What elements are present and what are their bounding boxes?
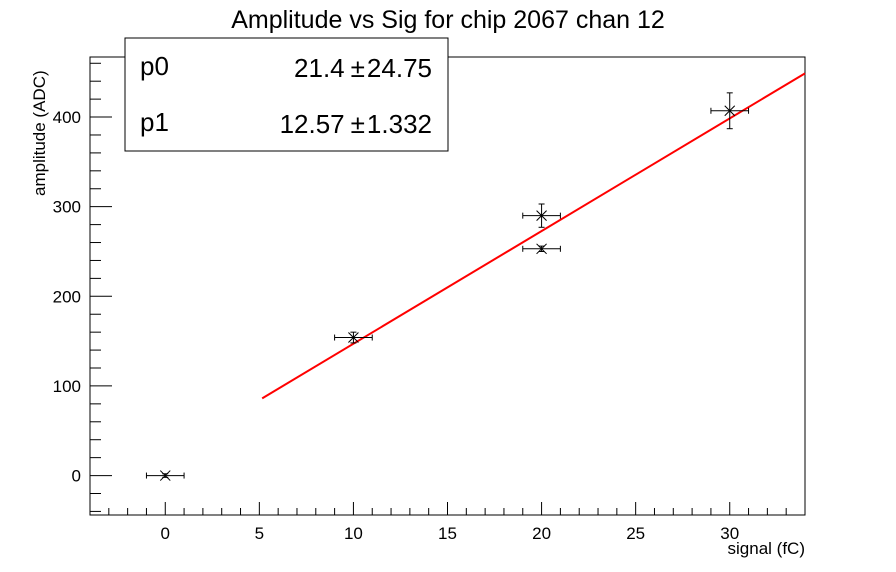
x-tick-label: 25: [626, 524, 645, 543]
stats-p0-name: p0: [140, 51, 169, 81]
stats-p0-pm: ±: [351, 53, 365, 83]
stats-box-frame: [124, 37, 449, 152]
marker-stroke: [536, 243, 547, 255]
marker-stroke: [348, 332, 359, 343]
stats-p1-value: 12.57 ±1.332: [280, 109, 432, 139]
x-tick-label: 30: [720, 524, 739, 543]
x-tick-label: 20: [532, 524, 551, 543]
y-axis: 0 100 200 300 400: [53, 62, 112, 512]
data-point: [710, 92, 750, 130]
stats-box: p0 21.4 ±24.75 p1 12.57 ±1.332: [124, 37, 449, 152]
stats-p1-number: 12.57: [280, 109, 345, 139]
data-points: [145, 92, 750, 481]
stats-p1-error: 1.332: [367, 109, 432, 139]
x-tick-label: 5: [255, 524, 264, 543]
stats-p0-number: 21.4: [294, 53, 345, 83]
stats-p1-name: p1: [140, 107, 169, 137]
y-axis-label: amplitude (ADC): [30, 70, 49, 196]
y-tick-label: 200: [53, 287, 81, 306]
stats-p1-pm: ±: [351, 109, 365, 139]
marker-stroke: [159, 470, 171, 481]
chart-title: Amplitude vs Sig for chip 2067 chan 12: [231, 6, 665, 34]
stats-p0-error: 24.75: [367, 53, 432, 83]
data-point: [522, 203, 561, 228]
y-tick-label: 0: [72, 467, 81, 486]
x-axis: 0 5 10 15 20 25 30: [89, 502, 806, 543]
data-point: [522, 243, 561, 255]
marker-stroke: [536, 210, 547, 221]
x-tick-label: 0: [161, 524, 170, 543]
fit-layer: [261, 72, 806, 400]
y-tick-label: 100: [53, 377, 81, 396]
y-tick-label: 400: [53, 108, 81, 127]
x-tick-label: 15: [438, 524, 457, 543]
stats-p0-value: 21.4 ±24.75: [294, 53, 432, 83]
y-tick-label: 300: [53, 198, 81, 217]
x-tick-label: 10: [344, 524, 363, 543]
fit-line: [261, 72, 806, 400]
x-axis-label: signal (fC): [728, 539, 805, 558]
data-point: [334, 331, 373, 344]
data-point: [145, 470, 185, 481]
marker-stroke: [724, 105, 736, 117]
